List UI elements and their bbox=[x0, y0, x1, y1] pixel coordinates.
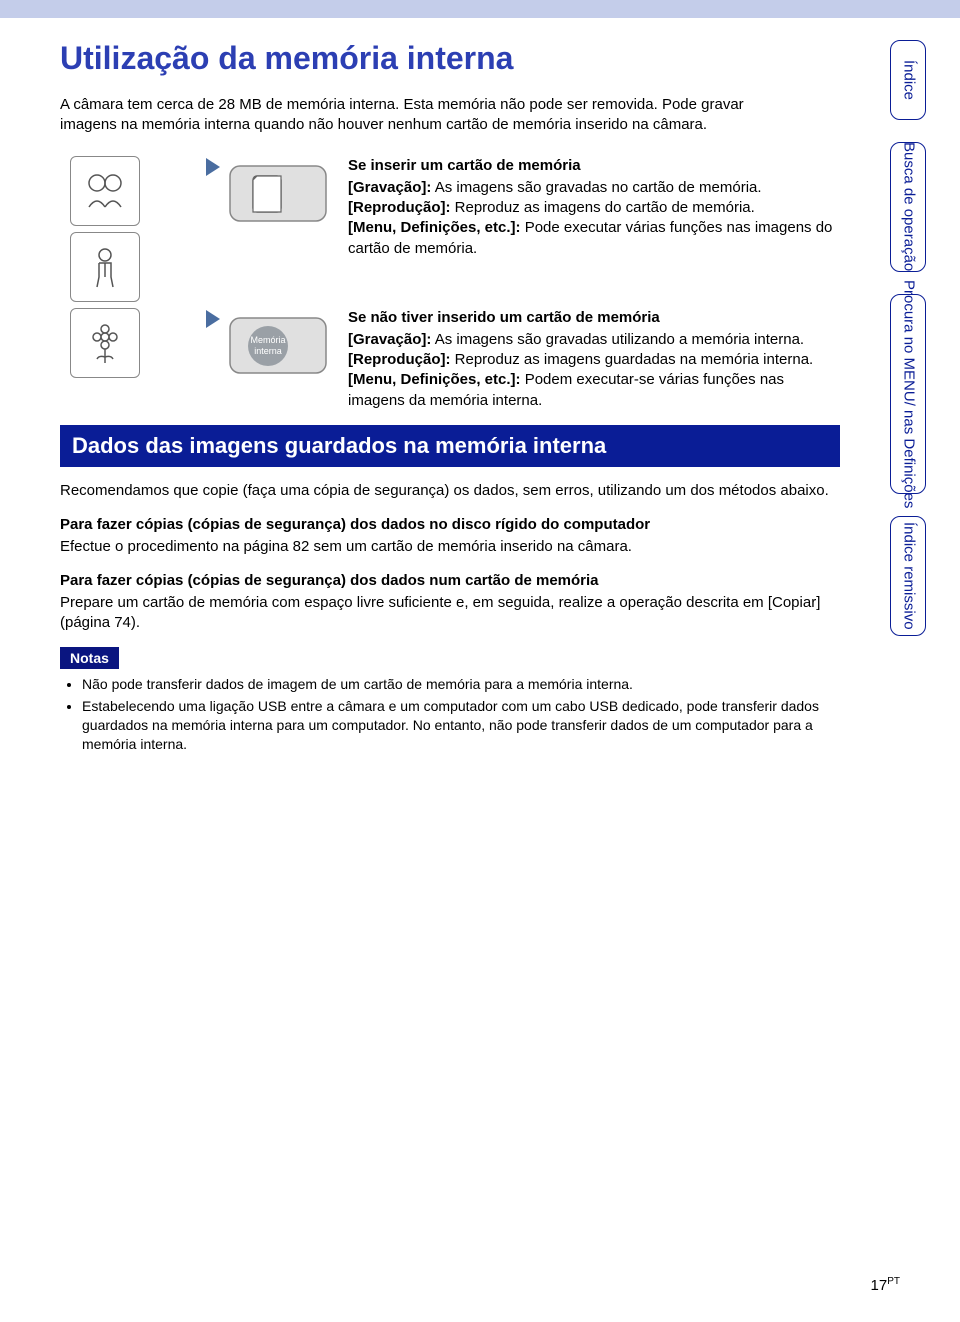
scenario2-gravacao: [Gravação]: As imagens são gravadas util… bbox=[348, 330, 840, 350]
scenario1-reproducao: [Reprodução]: Reproduz as imagens do car… bbox=[348, 198, 840, 218]
scenario2-heading: Se não tiver inserido um cartão de memór… bbox=[348, 308, 840, 328]
copy1-body: Efectue o procedimento na página 82 sem … bbox=[60, 537, 840, 557]
photo-frames-illustration bbox=[60, 156, 190, 416]
photo-frame-child bbox=[70, 232, 140, 302]
section-header: Dados das imagens guardados na memória i… bbox=[60, 425, 840, 467]
copy1-heading: Para fazer cópias (cópias de segurança) … bbox=[60, 515, 840, 535]
side-tabs: Índice Busca de operação Procura no MENU… bbox=[890, 40, 926, 636]
notes-list: Não pode transferir dados de imagem de u… bbox=[60, 675, 830, 754]
page-number: 17PT bbox=[871, 1276, 900, 1294]
scenario1-text: Se inserir um cartão de memória [Gravaçã… bbox=[338, 156, 840, 259]
top-bar bbox=[0, 0, 960, 18]
tab-procura-menu[interactable]: Procura no MENU/ nas Definições bbox=[890, 294, 926, 494]
page-title: Utilização da memória interna bbox=[60, 40, 840, 77]
camera-internal-illustration: Memória interna bbox=[228, 308, 338, 383]
scenario1-heading: Se inserir um cartão de memória bbox=[348, 156, 840, 176]
notes-item: Não pode transferir dados de imagem de u… bbox=[82, 675, 830, 694]
scenario2-text: Se não tiver inserido um cartão de memór… bbox=[338, 308, 840, 411]
copy2-body: Prepare um cartão de memória com espaço … bbox=[60, 593, 840, 634]
scenario2-reproducao: [Reprodução]: Reproduz as imagens guarda… bbox=[348, 350, 840, 370]
notes-badge: Notas bbox=[60, 647, 119, 669]
camera-with-card-illustration bbox=[228, 156, 338, 231]
notes-section: Notas Não pode transferir dados de image… bbox=[60, 647, 840, 754]
scenario2-menu: [Menu, Definições, etc.]: Podem executar… bbox=[348, 370, 840, 411]
svg-text:Memória: Memória bbox=[250, 335, 285, 345]
scenario1-gravacao: [Gravação]: As imagens são gravadas no c… bbox=[348, 178, 840, 198]
svg-text:interna: interna bbox=[254, 346, 282, 356]
recommendation-text: Recomendamos que copie (faça uma cópia d… bbox=[60, 481, 840, 501]
notes-item: Estabelecendo uma ligação USB entre a câ… bbox=[82, 697, 830, 754]
copy-method-1: Para fazer cópias (cópias de segurança) … bbox=[60, 515, 840, 557]
photo-frame-flower bbox=[70, 308, 140, 378]
tab-indice-remissivo[interactable]: Índice remissivo bbox=[890, 516, 926, 636]
photo-frame-people bbox=[70, 156, 140, 226]
arrow-icon bbox=[198, 308, 228, 330]
arrow-icon bbox=[198, 156, 228, 178]
copy2-heading: Para fazer cópias (cópias de segurança) … bbox=[60, 571, 840, 591]
page-content: Utilização da memória interna A câmara t… bbox=[60, 40, 840, 757]
tab-busca-operacao[interactable]: Busca de operação bbox=[890, 142, 926, 272]
intro-paragraph: A câmara tem cerca de 28 MB de memória i… bbox=[60, 95, 800, 136]
scenario1-menu: [Menu, Definições, etc.]: Pode executar … bbox=[348, 218, 840, 259]
copy-method-2: Para fazer cópias (cópias de segurança) … bbox=[60, 571, 840, 633]
tab-indice[interactable]: Índice bbox=[890, 40, 926, 120]
